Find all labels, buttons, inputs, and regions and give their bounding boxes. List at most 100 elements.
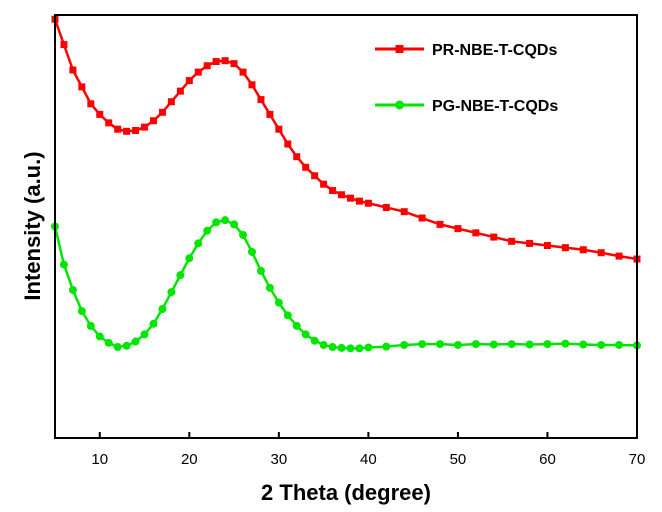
x-tick-label: 70 xyxy=(629,451,646,468)
data-point xyxy=(149,117,157,125)
data-point xyxy=(400,340,409,349)
series-layer xyxy=(51,15,641,353)
data-point xyxy=(95,332,104,341)
data-point xyxy=(122,341,131,350)
data-point xyxy=(176,271,185,280)
data-point xyxy=(472,229,480,237)
data-point xyxy=(77,307,86,316)
data-point xyxy=(400,208,408,216)
data-point xyxy=(364,343,373,352)
data-point xyxy=(274,298,283,307)
data-point xyxy=(104,338,113,347)
data-point xyxy=(283,311,292,320)
data-point xyxy=(453,340,462,349)
data-point xyxy=(284,140,292,148)
data-point xyxy=(302,163,310,171)
data-point xyxy=(597,249,605,257)
data-point xyxy=(221,216,230,225)
data-point xyxy=(230,220,239,229)
data-point xyxy=(68,285,77,294)
data-point xyxy=(105,119,113,127)
data-point xyxy=(266,110,274,118)
legend-item: PR-NBE-T-CQDs xyxy=(375,42,557,59)
data-point xyxy=(194,68,202,76)
data-point xyxy=(337,343,346,352)
data-point xyxy=(194,239,203,248)
x-tick-label: 30 xyxy=(271,451,288,468)
series-pr-nbe-t-cqds xyxy=(51,15,641,263)
data-point xyxy=(247,247,256,256)
data-point xyxy=(203,226,212,235)
data-point xyxy=(69,66,77,74)
x-axis-ticks: 10 20 30 40 50 60 70 xyxy=(91,432,645,468)
data-point xyxy=(346,344,355,353)
data-point xyxy=(615,340,624,349)
legend-marker xyxy=(395,100,404,110)
data-point xyxy=(256,266,265,275)
plot-frame xyxy=(54,14,638,439)
data-point xyxy=(543,242,551,250)
data-point xyxy=(60,41,68,49)
data-point xyxy=(275,125,283,133)
data-point xyxy=(239,230,248,239)
data-point xyxy=(508,237,516,245)
data-point xyxy=(132,126,140,134)
data-point xyxy=(203,62,211,70)
data-point xyxy=(525,340,534,349)
legend-item: PG-NBE-T-CQDs xyxy=(375,98,558,115)
data-point xyxy=(329,187,337,195)
data-point xyxy=(382,342,391,351)
data-point xyxy=(221,57,229,65)
data-point xyxy=(96,110,104,118)
x-tick-label: 20 xyxy=(181,451,198,468)
data-point xyxy=(113,343,122,352)
data-point xyxy=(471,340,480,349)
data-point xyxy=(140,330,149,339)
data-point xyxy=(141,123,149,131)
data-point xyxy=(78,83,86,91)
data-point xyxy=(239,68,247,76)
data-point xyxy=(301,330,310,339)
data-point xyxy=(310,336,319,345)
data-point xyxy=(507,340,516,349)
data-point xyxy=(114,125,122,133)
data-point xyxy=(320,180,328,188)
data-point xyxy=(176,87,184,95)
data-point xyxy=(615,252,623,260)
series-pg-nbe-t-cqds xyxy=(51,216,641,353)
data-point xyxy=(561,339,570,348)
data-point xyxy=(167,98,175,106)
data-point xyxy=(436,220,444,228)
data-point xyxy=(265,283,274,292)
data-point xyxy=(490,233,498,241)
data-point xyxy=(579,246,587,254)
data-point xyxy=(212,58,220,66)
data-point xyxy=(158,304,167,313)
legend: PR-NBE-T-CQDs PG-NBE-T-CQDs xyxy=(375,42,558,115)
data-point xyxy=(131,337,140,346)
data-point xyxy=(158,108,166,116)
x-tick-label: 40 xyxy=(360,451,377,468)
data-point xyxy=(311,172,319,180)
x-tick-label: 60 xyxy=(539,451,556,468)
x-axis-title: 2 Theta (degree) xyxy=(261,480,431,505)
data-point xyxy=(123,127,131,135)
legend-label: PG-NBE-T-CQDs xyxy=(432,98,558,115)
data-point xyxy=(212,218,221,227)
x-tick-label: 10 xyxy=(91,451,108,468)
data-point xyxy=(436,340,445,349)
data-point xyxy=(561,244,569,252)
data-point xyxy=(293,153,301,161)
data-point xyxy=(418,214,426,222)
data-point xyxy=(382,203,390,211)
data-point xyxy=(257,96,265,104)
data-point xyxy=(543,340,552,349)
data-point xyxy=(418,340,427,349)
data-point xyxy=(579,340,588,349)
data-point xyxy=(338,191,346,199)
data-point xyxy=(346,194,354,202)
data-point xyxy=(355,197,363,205)
data-point xyxy=(230,60,238,68)
data-point xyxy=(597,340,606,349)
data-point xyxy=(185,254,194,263)
